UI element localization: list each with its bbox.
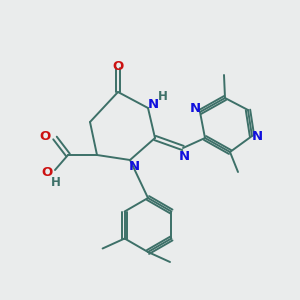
Text: N: N — [147, 98, 159, 110]
Text: N: N — [189, 103, 201, 116]
Text: O: O — [39, 130, 51, 143]
Text: H: H — [158, 89, 168, 103]
Text: H: H — [51, 176, 61, 188]
Text: N: N — [128, 160, 140, 172]
Text: O: O — [112, 61, 124, 74]
Text: N: N — [251, 130, 262, 142]
Text: O: O — [41, 166, 52, 178]
Text: N: N — [178, 149, 190, 163]
